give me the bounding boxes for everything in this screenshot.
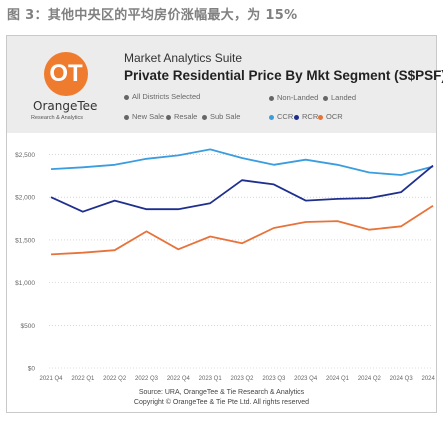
dashboard-card: OT OrangeTee Research & Analytics Market… — [6, 35, 443, 413]
y-tick-label: $1,500 — [15, 237, 35, 244]
logo-name: OrangeTee — [33, 99, 98, 113]
sub-sale-dot-icon — [202, 114, 207, 120]
filter-resale[interactable]: Resale — [166, 112, 197, 121]
new-sale-label: New Sale — [132, 112, 165, 121]
filter-landed[interactable]: Landed — [323, 93, 356, 102]
legend-rcr[interactable]: RCR — [294, 112, 318, 121]
filter-sub-sale[interactable]: Sub Sale — [202, 112, 240, 121]
series-line-ccr — [50, 148, 434, 176]
resale-label: Resale — [174, 112, 198, 121]
legend-ccr-label: CCR — [277, 112, 294, 121]
x-tick-label: 2023 Q2 — [230, 376, 254, 382]
y-tick-label: $1,000 — [15, 280, 35, 287]
x-tick-label: 2023 Q3 — [262, 376, 286, 382]
x-tick-label: 2022 Q4 — [167, 376, 191, 382]
series-line-rcr — [50, 164, 434, 213]
district-filter[interactable]: All Districts Selected — [124, 92, 200, 101]
district-filter-label: All Districts Selected — [132, 92, 201, 101]
x-tick-label: 2024 Q2 — [358, 376, 382, 382]
y-tick-label: $2,000 — [15, 195, 35, 202]
landed-label: Landed — [331, 93, 357, 102]
legend-ccr[interactable]: CCR — [269, 112, 293, 121]
landed-dot-icon — [323, 95, 328, 101]
new-sale-dot-icon — [124, 114, 129, 120]
filter-non-landed[interactable]: Non-Landed — [269, 93, 318, 102]
resale-dot-icon — [166, 114, 171, 120]
source-note: Source: URA, OrangeTee & Tie Research & … — [138, 389, 305, 396]
x-tick-label: 2022 Q2 — [103, 376, 127, 382]
x-tick-label: 2024 Q1 — [326, 376, 350, 382]
sub-sale-label: Sub Sale — [210, 112, 241, 121]
logo-subtitle: Research & Analytics — [31, 115, 83, 121]
legend-rcr-label: RCR — [302, 112, 319, 121]
x-tick-label: 2023 Q4 — [294, 376, 318, 382]
rcr-dot-icon — [294, 114, 299, 120]
non-landed-label: Non-Landed — [277, 93, 319, 102]
price-line-chart: $0 $500 $1,000 $1,500 $2,000 $2,500 2021 Q4 202… — [15, 148, 436, 382]
copyright-note: Copyright © OrangeTee & Tie Pte Ltd. All… — [133, 399, 310, 406]
orangetee-logo-icon: OT — [44, 52, 88, 96]
x-tick-label: 2024 Q4 — [421, 376, 436, 382]
x-tick-label: 2021 Q4 — [39, 376, 63, 382]
y-tick-label: $500 — [21, 323, 36, 330]
y-tick-label: $0 — [28, 366, 36, 373]
series-line-ocr — [50, 205, 434, 256]
figure-caption: 图 3：其他中央区的平均房价涨幅最大，为 15% — [7, 8, 298, 23]
x-tick-label: 2022 Q1 — [71, 376, 95, 382]
legend-ocr-label: OCR — [326, 112, 343, 121]
ocr-dot-icon — [318, 114, 323, 120]
y-tick-label: $2,500 — [15, 152, 35, 159]
x-tick-label: 2022 Q3 — [135, 376, 159, 382]
dashboard-header: OT OrangeTee Research & Analytics Market… — [7, 36, 443, 133]
filter-new-sale[interactable]: New Sale — [124, 112, 164, 121]
x-tick-label: 2023 Q1 — [199, 376, 223, 382]
ccr-dot-icon — [269, 114, 274, 120]
chart-title: Private Residential Price By Mkt Segment… — [124, 68, 443, 83]
suite-name: Market Analytics Suite — [124, 51, 243, 65]
x-tick-label: 2024 Q3 — [390, 376, 414, 382]
non-landed-dot-icon — [269, 95, 274, 101]
district-dot-icon — [124, 94, 129, 100]
legend-ocr[interactable]: OCR — [318, 112, 343, 121]
